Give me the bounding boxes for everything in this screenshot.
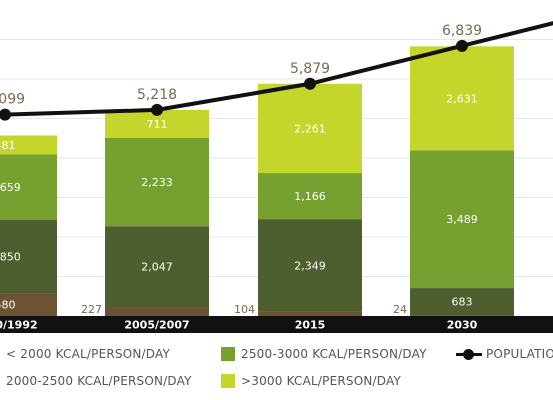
bar-segment	[410, 46, 514, 151]
bar-segment	[0, 220, 57, 294]
legend-item-2000-2500: 2000-2500 KCAL/PERSON/DAY	[0, 374, 192, 388]
segment-label: 2,261	[294, 122, 326, 135]
chart-legend: < 2000 KCAL/PERSON/DAY 2000-2500 KCAL/PE…	[0, 340, 553, 400]
population-line-icon	[456, 347, 482, 361]
bar-segment	[410, 150, 514, 289]
bar-segment	[410, 315, 514, 316]
population-point	[304, 77, 316, 90]
population-point	[0, 108, 11, 121]
segment-label: 481	[0, 139, 16, 152]
legend-label-2000-2500: 2000-2500 KCAL/PERSON/DAY	[6, 374, 192, 388]
stacked-bar-chart: 580 1,850 1,659 481 227 2,047 2,233 711 104 2,349…	[0, 21, 553, 333]
bar-segment	[0, 135, 57, 155]
bar-segment	[105, 137, 209, 227]
segment-label: 2,349	[294, 259, 326, 272]
legend-label-population: POPULATION	[486, 347, 553, 361]
population-label: 6,839	[442, 23, 482, 39]
category-tick-label: 1990/1992	[0, 319, 38, 332]
segment-label: 2,047	[141, 261, 173, 274]
segment-label: 1,166	[294, 190, 326, 203]
segment-label: 2,631	[446, 92, 478, 105]
segment-label: 711	[147, 118, 168, 131]
legend-item-lt2000: < 2000 KCAL/PERSON/DAY	[0, 347, 170, 361]
bar-segment	[258, 311, 362, 316]
bar-segment	[105, 226, 209, 308]
legend-label-2500-3000: 2500-3000 KCAL/PERSON/DAY	[241, 347, 427, 361]
bar-segment	[0, 293, 57, 316]
population-label: 5,218	[137, 87, 177, 103]
legend-label-gt3000: >3000 KCAL/PERSON/DAY	[241, 374, 402, 388]
bar-segment	[105, 307, 209, 316]
segment-label: 104	[234, 303, 255, 316]
category-tick-label: 2015	[295, 319, 326, 332]
segment-label: 3,489	[446, 213, 478, 226]
segment-label: 24	[393, 303, 407, 316]
bar-segment	[410, 288, 514, 316]
segment-label: 683	[452, 296, 473, 309]
segment-label: 1,659	[0, 181, 21, 194]
legend-swatch-2500-3000	[221, 347, 235, 361]
legend-item-population: POPULATION	[456, 347, 553, 361]
bar-segment	[0, 154, 57, 221]
population-point	[456, 39, 468, 52]
population-point	[151, 103, 163, 116]
population-label: 5,099	[0, 92, 25, 108]
legend-swatch-gt3000	[221, 374, 235, 388]
segment-label: 1,850	[0, 251, 21, 264]
segment-label: 580	[0, 299, 16, 312]
category-tick-label: 2005/2007	[124, 319, 189, 332]
population-label: 5,879	[290, 61, 330, 77]
category-axis-bar	[0, 316, 553, 333]
bar-segment	[258, 83, 362, 174]
legend-item-gt3000: >3000 KCAL/PERSON/DAY	[221, 374, 401, 388]
category-tick-label: 2030	[447, 319, 478, 332]
bar-segment	[258, 219, 362, 312]
segment-label: 227	[81, 303, 102, 316]
legend-label-lt2000: < 2000 KCAL/PERSON/DAY	[6, 347, 171, 361]
legend-item-2500-3000: 2500-3000 KCAL/PERSON/DAY	[221, 347, 427, 361]
bar-segment	[258, 173, 362, 220]
segment-label: 2,233	[141, 176, 173, 189]
